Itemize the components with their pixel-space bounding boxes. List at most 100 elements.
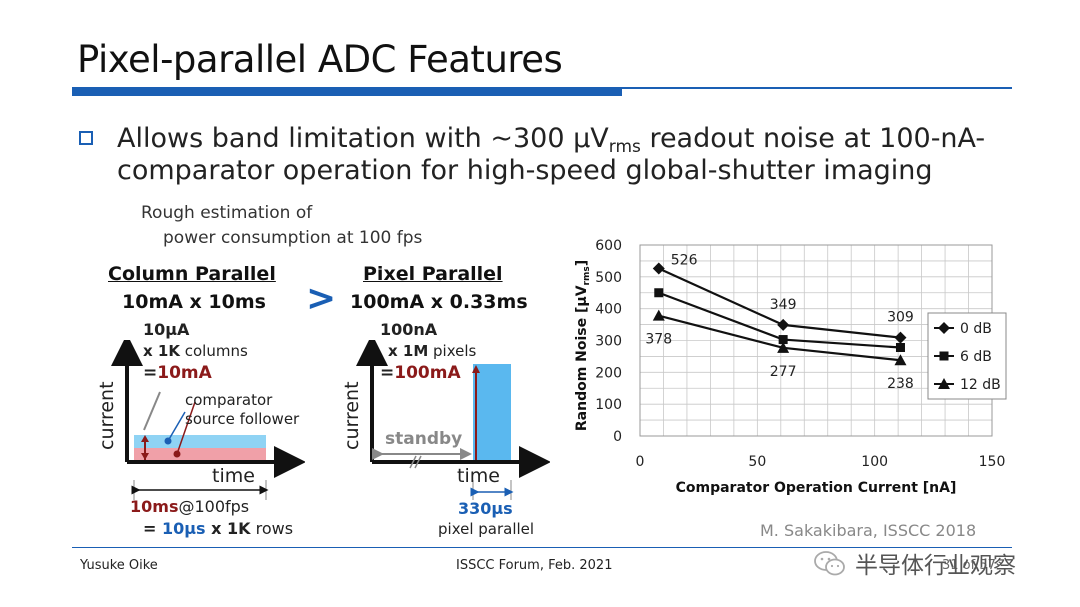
column-count: x 1K columns xyxy=(143,342,248,360)
pixel-total-eq: = xyxy=(380,363,395,383)
pixel-current-value: 100nA xyxy=(380,320,438,339)
data-point-1-0 xyxy=(654,288,664,298)
y-tick-label: 600 xyxy=(595,238,622,254)
source-follower-bar xyxy=(134,448,266,460)
data-label: 309 xyxy=(887,310,914,326)
data-label: 378 xyxy=(645,332,672,348)
comparator-label: comparator xyxy=(185,391,273,409)
column-time-line: 10ms@100fps xyxy=(130,497,249,516)
pixel-current-diagram xyxy=(356,340,550,500)
x-tick-label: 50 xyxy=(748,454,766,470)
legend-marker-1 xyxy=(939,351,949,361)
y-axis-label-end: ] xyxy=(574,260,590,266)
legend-label: 6 dB xyxy=(960,349,992,365)
data-label: 526 xyxy=(671,253,698,269)
wechat-logo-icon xyxy=(813,550,847,578)
data-label: 277 xyxy=(770,364,797,380)
y-tick-label: 400 xyxy=(595,302,622,318)
legend-marker-2 xyxy=(938,378,950,389)
bullet-text-b: readout noise at 100-nA- xyxy=(640,123,986,154)
y-tick-label: 200 xyxy=(595,365,622,381)
column-parallel-heading: Column Parallel xyxy=(108,263,276,285)
data-point-2-2 xyxy=(894,354,907,366)
data-point-1-2 xyxy=(895,343,905,353)
column-rows-prefix: x 1K xyxy=(205,519,251,538)
data-label: 349 xyxy=(770,297,797,313)
citation: M. Sakakibara, ISSCC 2018 xyxy=(760,521,977,540)
data-point-2-0 xyxy=(652,309,665,321)
legend-marker-0 xyxy=(938,322,950,334)
column-time-main: 10ms xyxy=(130,497,179,516)
column-x-label: time xyxy=(212,465,255,487)
pixel-count-prefix: x 1M xyxy=(388,342,429,360)
x-tick-label: 150 xyxy=(979,454,1006,470)
estimation-line-1: Rough estimation of xyxy=(141,203,313,223)
y-tick-label: 0 xyxy=(613,429,622,445)
break-mark-2 xyxy=(414,455,422,469)
source-follower-label: source follower xyxy=(185,410,300,428)
bullet-text-a: Allows band limitation with ~300 μV xyxy=(117,123,609,154)
title-underline-thick xyxy=(72,87,622,96)
pixel-x-label: time xyxy=(457,465,500,487)
column-y-label: current xyxy=(96,381,118,450)
data-point-0-0 xyxy=(652,262,665,275)
column-rows-unit: rows xyxy=(250,519,294,538)
noise-chart: 0 100 200 300 400 500 600 0 50 100 150 Comparator O… xyxy=(574,238,1007,496)
data-point-2-1 xyxy=(777,341,790,353)
comparator-pointer xyxy=(143,391,161,431)
data-point-0-1 xyxy=(777,318,790,331)
slide-title: Pixel-parallel ADC Features xyxy=(77,38,563,81)
comparison-symbol: > xyxy=(306,278,337,319)
column-current-diagram xyxy=(111,340,305,500)
title-underline-thin xyxy=(622,87,1012,89)
bullet-subscript: rms xyxy=(608,137,641,157)
data-point-1-1 xyxy=(778,335,788,345)
y-tick-label: 100 xyxy=(595,397,622,413)
legend-label: 0 dB xyxy=(960,321,992,337)
footer-divider xyxy=(72,547,1012,548)
pixel-total-value: 100mA xyxy=(394,363,461,383)
pixel-parallel-heading: Pixel Parallel xyxy=(363,263,503,285)
footer-author: Yusuke Oike xyxy=(80,558,158,573)
column-rows-line: = 10μs x 1K rows xyxy=(143,519,293,538)
column-total-value: 10mA xyxy=(157,363,212,383)
column-height-arrowhead-up xyxy=(141,435,149,442)
column-count-unit: columns xyxy=(179,342,248,360)
pixel-burst-bar xyxy=(473,364,511,461)
y-axis-label: Random Noise [μVrms] xyxy=(574,260,592,431)
break-mark-1 xyxy=(409,455,417,469)
x-tick-label: 100 xyxy=(861,454,888,470)
column-time-part: 10μs xyxy=(161,519,206,538)
column-total: =10mA xyxy=(143,363,212,383)
pixel-count-unit: pixels xyxy=(428,342,477,360)
pixel-total: =100mA xyxy=(380,363,461,383)
legend-label: 12 dB xyxy=(960,377,1001,393)
column-time-rate: @100fps xyxy=(178,497,250,516)
y-tick-label: 500 xyxy=(595,270,622,286)
x-tick-label: 0 xyxy=(636,454,645,470)
pixel-duration: 330μs xyxy=(458,499,513,518)
source-pointer xyxy=(167,411,186,442)
data-point-0-2 xyxy=(894,331,907,344)
column-height-arrowhead-down xyxy=(141,453,149,460)
column-total-eq: = xyxy=(143,363,158,383)
pixel-height-arrowhead xyxy=(472,365,480,373)
footer-event: ISSCC Forum, Feb. 2021 xyxy=(456,558,613,573)
estimation-line-2: power consumption at 100 fps xyxy=(163,228,423,248)
y-tick-label: 300 xyxy=(595,334,622,350)
column-current-value: 10μA xyxy=(143,320,190,339)
source-dot xyxy=(164,437,172,445)
column-formula: 10mA x 10ms xyxy=(122,291,266,313)
y-axis-label-sub: rms xyxy=(582,266,592,285)
bullet-line-1: Allows band limitation with ~300 μVrms r… xyxy=(117,123,985,157)
watermark-text: 半导体行业观察 xyxy=(855,553,1016,579)
comparator-bar xyxy=(134,435,266,448)
column-count-prefix: x 1K xyxy=(143,342,180,360)
x-axis-label: Comparator Operation Current [nA] xyxy=(676,480,957,496)
standby-label: standby xyxy=(385,429,463,449)
follower-pointer xyxy=(176,401,196,455)
pixel-formula: 100mA x 0.33ms xyxy=(350,291,528,313)
data-label: 238 xyxy=(887,376,914,392)
pixel-duration-label: pixel parallel xyxy=(438,520,535,538)
pixel-count: x 1M pixels xyxy=(388,342,476,360)
